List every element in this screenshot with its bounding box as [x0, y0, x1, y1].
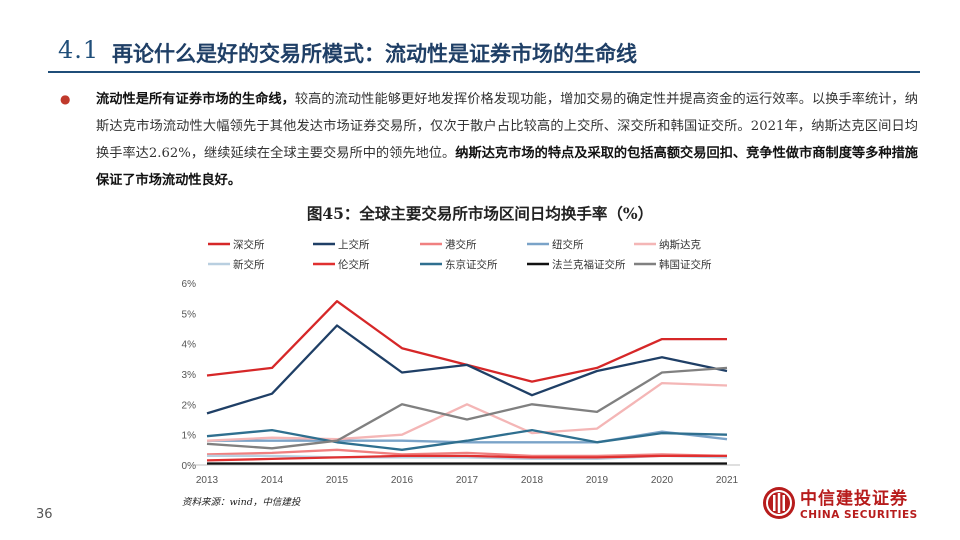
x-tick-label: 2021 — [716, 475, 739, 486]
company-logo: 中信建投证券 CHINA SECURITIES — [762, 482, 922, 530]
x-tick-label: 2013 — [196, 475, 219, 486]
source-note: 资料来源：wind，中信建投 — [182, 497, 301, 508]
legend-label: 伦交所 — [338, 258, 370, 271]
paragraph-text: 流动性是所有证券市场的生命线，较高的流动性能够更好地发挥价格发现功能，增加交易的… — [96, 86, 918, 194]
series-line — [206, 324, 728, 415]
legend-label: 上交所 — [338, 238, 370, 251]
legend-label: 新交所 — [233, 258, 265, 271]
page-title: 再论什么是好的交易所模式：流动性是证券市场的生命线 — [112, 42, 637, 66]
x-tick-label: 2014 — [261, 475, 284, 486]
series-line — [206, 366, 728, 450]
page-number: 36 — [36, 507, 53, 522]
title-bar: 4.1 再论什么是好的交易所模式：流动性是证券市场的生命线 — [38, 30, 920, 74]
logo-text-en: CHINA SECURITIES — [800, 509, 918, 521]
x-tick-label: 2020 — [651, 475, 674, 486]
y-tick-label: 5% — [182, 309, 197, 320]
y-tick-label: 2% — [182, 400, 197, 411]
legend-label: 法兰克福证交所 — [552, 258, 626, 271]
y-tick-label: 0% — [182, 461, 197, 472]
x-tick-label: 2015 — [326, 475, 349, 486]
figure-title: 图45：全球主要交易所市场区间日均换手率（%） — [306, 204, 654, 223]
series-line — [206, 428, 728, 451]
title-divider — [48, 71, 920, 73]
legend-label: 纽交所 — [552, 238, 584, 251]
legend-label: 纳斯达克 — [659, 238, 701, 251]
series-line — [206, 454, 727, 462]
logo-emblem-icon — [763, 487, 795, 519]
series-line — [206, 300, 727, 383]
x-tick-label: 2016 — [391, 475, 414, 486]
section-number: 4.1 — [58, 36, 100, 64]
y-tick-label: 4% — [182, 340, 197, 351]
series-line — [206, 381, 728, 442]
series-line — [206, 448, 728, 458]
legend-label: 深交所 — [233, 238, 265, 251]
x-tick-label: 2019 — [586, 475, 609, 486]
bold-tail: 纳斯达克市场的特点及采取的包括高额交易回扣、竞争性做市商制度等多种措施保证了市场… — [96, 146, 918, 188]
legend-label: 港交所 — [445, 238, 477, 251]
legend-label: 东京证交所 — [445, 258, 498, 271]
logo-text-cn: 中信建投证券 — [800, 489, 908, 509]
y-tick-label: 6% — [182, 279, 197, 290]
body-text: 较高的流动性能够更好地发挥价格发现功能，增加交易的确定性并提高资金的运行效率。以… — [96, 92, 918, 161]
x-tick-label: 2018 — [521, 475, 544, 486]
y-tick-label: 3% — [182, 370, 197, 381]
bullet-icon: ● — [60, 92, 71, 106]
bold-lead: 流动性是所有证券市场的生命线， — [96, 92, 295, 107]
x-tick-label: 2017 — [456, 475, 479, 486]
legend-label: 韩国证交所 — [659, 258, 712, 271]
y-tick-label: 1% — [182, 431, 197, 442]
